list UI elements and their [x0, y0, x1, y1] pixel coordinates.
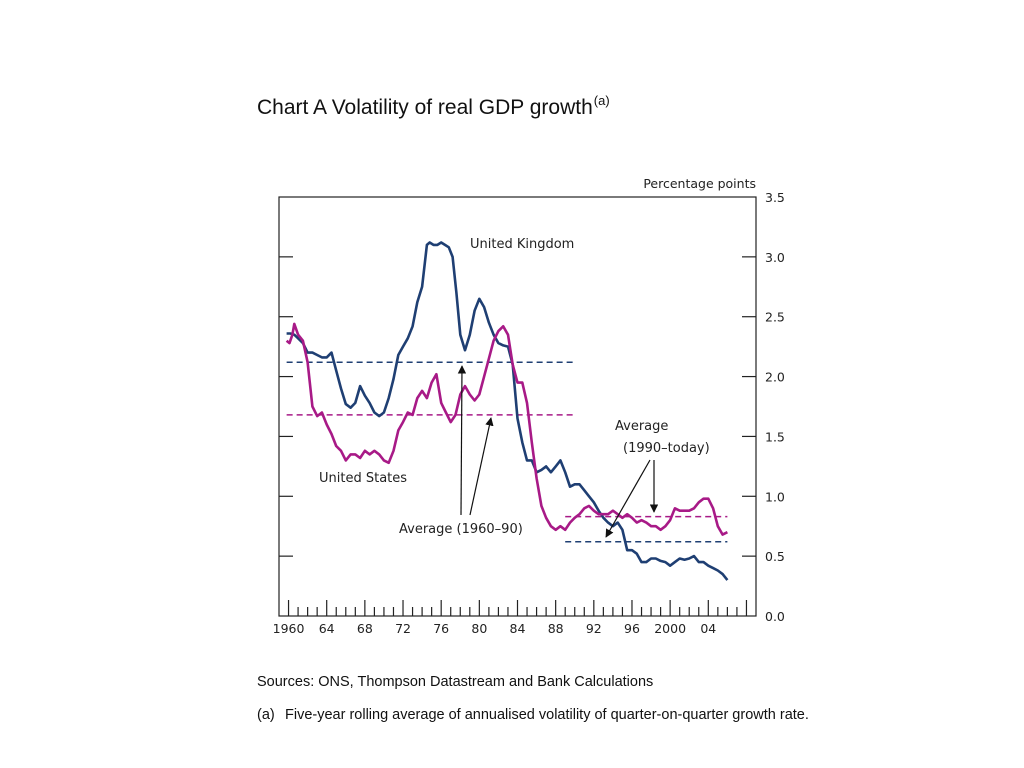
y-tick-label: 1.0 [765, 489, 785, 504]
x-tick-label: 80 [471, 621, 487, 636]
y-tick-label: 3.5 [765, 190, 785, 205]
x-tick-label: 96 [624, 621, 640, 636]
title-superscript: (a) [593, 93, 610, 108]
average-lines [286, 361, 728, 543]
unit-label: Percentage points [643, 176, 756, 191]
axis-ticks [279, 256, 756, 616]
y-tick-label: 2.0 [765, 370, 785, 385]
x-tick-label: 88 [548, 621, 564, 636]
series-lines [285, 241, 729, 581]
page-title: Chart A Volatility of real GDP growth(a) [257, 93, 610, 120]
x-tick-label: 68 [357, 621, 373, 636]
y-tick-label: 1.5 [765, 429, 785, 444]
annotation-arrow [605, 459, 651, 538]
x-tick-label: 1960 [273, 621, 305, 636]
series-line-united-kingdom [286, 241, 729, 581]
footnote-marker: (a) [257, 707, 275, 723]
annotation-average-1990: Average [615, 419, 668, 434]
x-tick-labels: 1960 64 68 72 76 80 84 88 92 96 2000 04 [273, 621, 717, 636]
annotation-arrow [457, 365, 467, 516]
footnote-text: Five-year rolling average of annualised … [285, 707, 809, 723]
x-tick-label: 2000 [654, 621, 686, 636]
sources-note: Sources: ONS, Thompson Datastream and Ba… [257, 674, 654, 690]
annotation-arrows [457, 365, 659, 538]
x-tick-label: 64 [319, 621, 335, 636]
footnote: (a) Five-year rolling average of annuali… [257, 706, 897, 725]
title-text: Chart A Volatility of real GDP growth [257, 96, 593, 119]
y-tick-label: 0.0 [765, 609, 785, 624]
series-line-united-states [285, 322, 728, 536]
x-tick-label: 72 [395, 621, 411, 636]
annotation-united-kingdom: United Kingdom [470, 237, 574, 252]
annotation-average-1960-90: Average (1960–90) [399, 522, 523, 537]
x-tick-label: 04 [700, 621, 716, 636]
x-tick-label: 84 [510, 621, 526, 636]
annotation-arrow [469, 417, 494, 516]
y-tick-label: 2.5 [765, 310, 785, 325]
y-tick-label: 3.0 [765, 250, 785, 265]
x-tick-label: 92 [586, 621, 602, 636]
annotation-united-states: United States [319, 471, 407, 486]
y-tick-label: 0.5 [765, 549, 785, 564]
annotation-average-1990-period: (1990–today) [623, 441, 710, 456]
y-tick-labels: 0.0 0.5 1.0 1.5 2.0 2.5 3.0 3.5 [765, 190, 785, 624]
x-tick-label: 76 [433, 621, 449, 636]
